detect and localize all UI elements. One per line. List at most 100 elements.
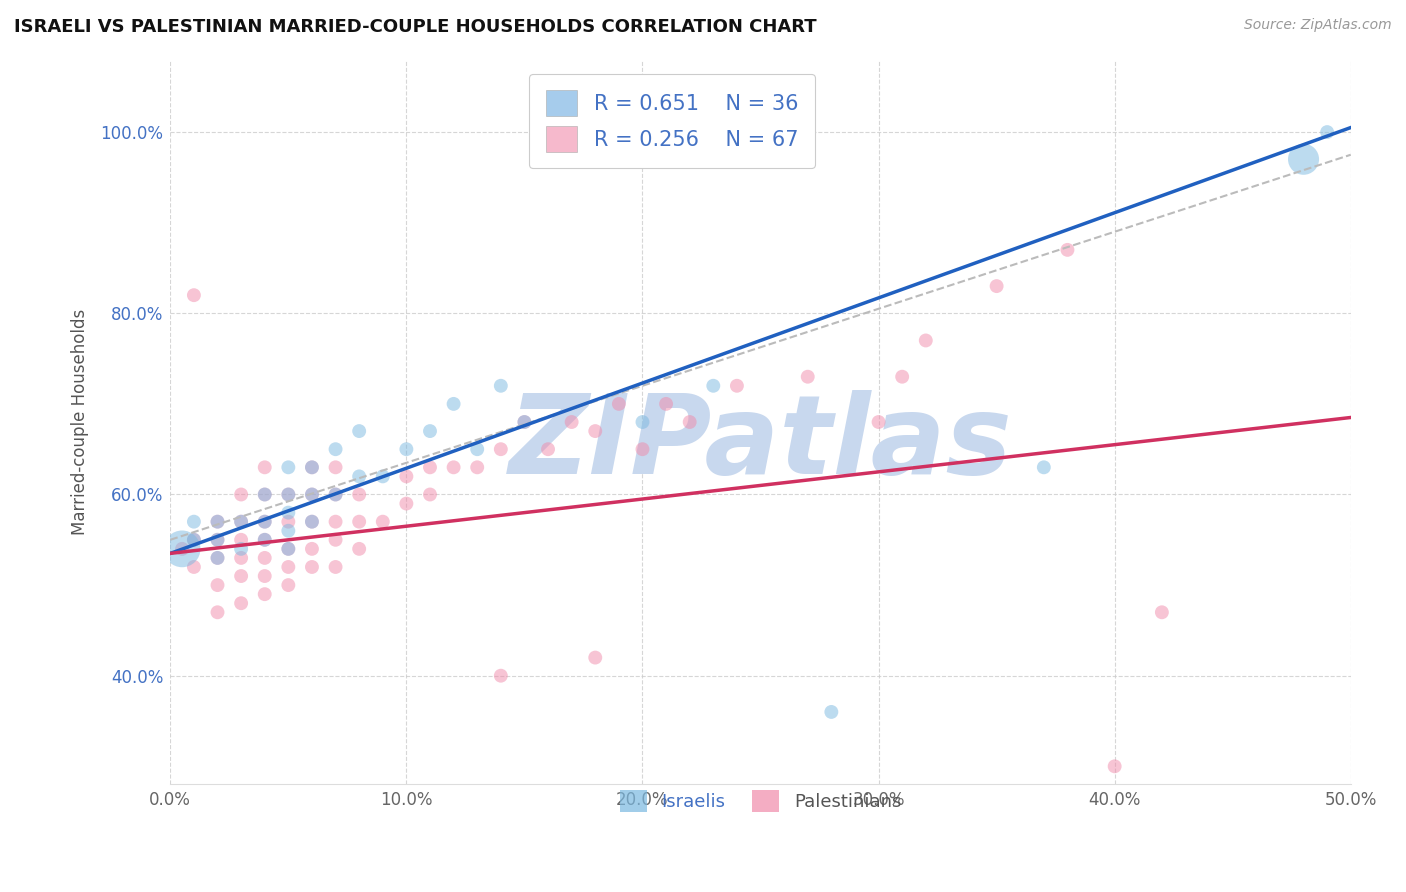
- Point: [1150, 605, 1173, 619]
- Point: [301, 460, 323, 475]
- Point: [183, 560, 205, 574]
- Point: [325, 533, 347, 547]
- Point: [229, 515, 252, 529]
- Point: [253, 515, 276, 529]
- Point: [465, 442, 488, 457]
- Point: [607, 397, 630, 411]
- Y-axis label: Married-couple Households: Married-couple Households: [72, 309, 89, 535]
- Point: [207, 550, 229, 565]
- Point: [172, 541, 194, 556]
- Point: [253, 533, 276, 547]
- Point: [583, 424, 606, 438]
- Point: [395, 497, 418, 511]
- Point: [347, 469, 370, 483]
- Point: [489, 442, 512, 457]
- Point: [277, 487, 299, 501]
- Text: ZIPatlas: ZIPatlas: [509, 391, 1012, 497]
- Point: [277, 487, 299, 501]
- Point: [301, 560, 323, 574]
- Point: [583, 650, 606, 665]
- Point: [347, 541, 370, 556]
- Point: [325, 460, 347, 475]
- Point: [465, 460, 488, 475]
- Point: [207, 605, 229, 619]
- Point: [513, 415, 536, 429]
- Point: [301, 487, 323, 501]
- Point: [207, 533, 229, 547]
- Point: [253, 487, 276, 501]
- Point: [679, 415, 702, 429]
- Point: [207, 533, 229, 547]
- Point: [277, 578, 299, 592]
- Point: [207, 515, 229, 529]
- Point: [325, 487, 347, 501]
- Point: [325, 487, 347, 501]
- Point: [277, 541, 299, 556]
- Point: [301, 541, 323, 556]
- Legend: Israelis, Palestinians: Israelis, Palestinians: [606, 775, 915, 826]
- Point: [172, 541, 194, 556]
- Point: [183, 288, 205, 302]
- Point: [229, 533, 252, 547]
- Point: [796, 369, 818, 384]
- Point: [1316, 125, 1339, 139]
- Point: [229, 541, 252, 556]
- Point: [986, 279, 1008, 293]
- Point: [702, 378, 724, 392]
- Text: ISRAELI VS PALESTINIAN MARRIED-COUPLE HOUSEHOLDS CORRELATION CHART: ISRAELI VS PALESTINIAN MARRIED-COUPLE HO…: [14, 18, 817, 36]
- Point: [253, 460, 276, 475]
- Point: [347, 515, 370, 529]
- Point: [183, 533, 205, 547]
- Point: [537, 442, 560, 457]
- Point: [631, 442, 654, 457]
- Point: [1032, 460, 1054, 475]
- Text: Source: ZipAtlas.com: Source: ZipAtlas.com: [1244, 18, 1392, 32]
- Point: [253, 487, 276, 501]
- Point: [301, 487, 323, 501]
- Point: [301, 515, 323, 529]
- Point: [325, 515, 347, 529]
- Point: [371, 515, 394, 529]
- Point: [207, 550, 229, 565]
- Point: [277, 560, 299, 574]
- Point: [183, 515, 205, 529]
- Point: [325, 560, 347, 574]
- Point: [371, 469, 394, 483]
- Point: [489, 669, 512, 683]
- Point: [277, 515, 299, 529]
- Point: [419, 460, 441, 475]
- Point: [820, 705, 842, 719]
- Point: [253, 550, 276, 565]
- Point: [229, 550, 252, 565]
- Point: [1104, 759, 1126, 773]
- Point: [631, 415, 654, 429]
- Point: [253, 515, 276, 529]
- Point: [277, 506, 299, 520]
- Point: [489, 378, 512, 392]
- Point: [253, 587, 276, 601]
- Point: [277, 524, 299, 538]
- Point: [229, 569, 252, 583]
- Point: [207, 578, 229, 592]
- Point: [655, 397, 678, 411]
- Point: [395, 442, 418, 457]
- Point: [513, 415, 536, 429]
- Point: [253, 569, 276, 583]
- Point: [301, 460, 323, 475]
- Point: [443, 460, 465, 475]
- Point: [207, 515, 229, 529]
- Point: [347, 487, 370, 501]
- Point: [561, 415, 583, 429]
- Point: [891, 369, 914, 384]
- Point: [868, 415, 890, 429]
- Point: [325, 442, 347, 457]
- Point: [253, 533, 276, 547]
- Point: [1056, 243, 1078, 257]
- Point: [419, 424, 441, 438]
- Point: [347, 424, 370, 438]
- Point: [419, 487, 441, 501]
- Point: [229, 596, 252, 610]
- Point: [277, 541, 299, 556]
- Point: [443, 397, 465, 411]
- Point: [725, 378, 748, 392]
